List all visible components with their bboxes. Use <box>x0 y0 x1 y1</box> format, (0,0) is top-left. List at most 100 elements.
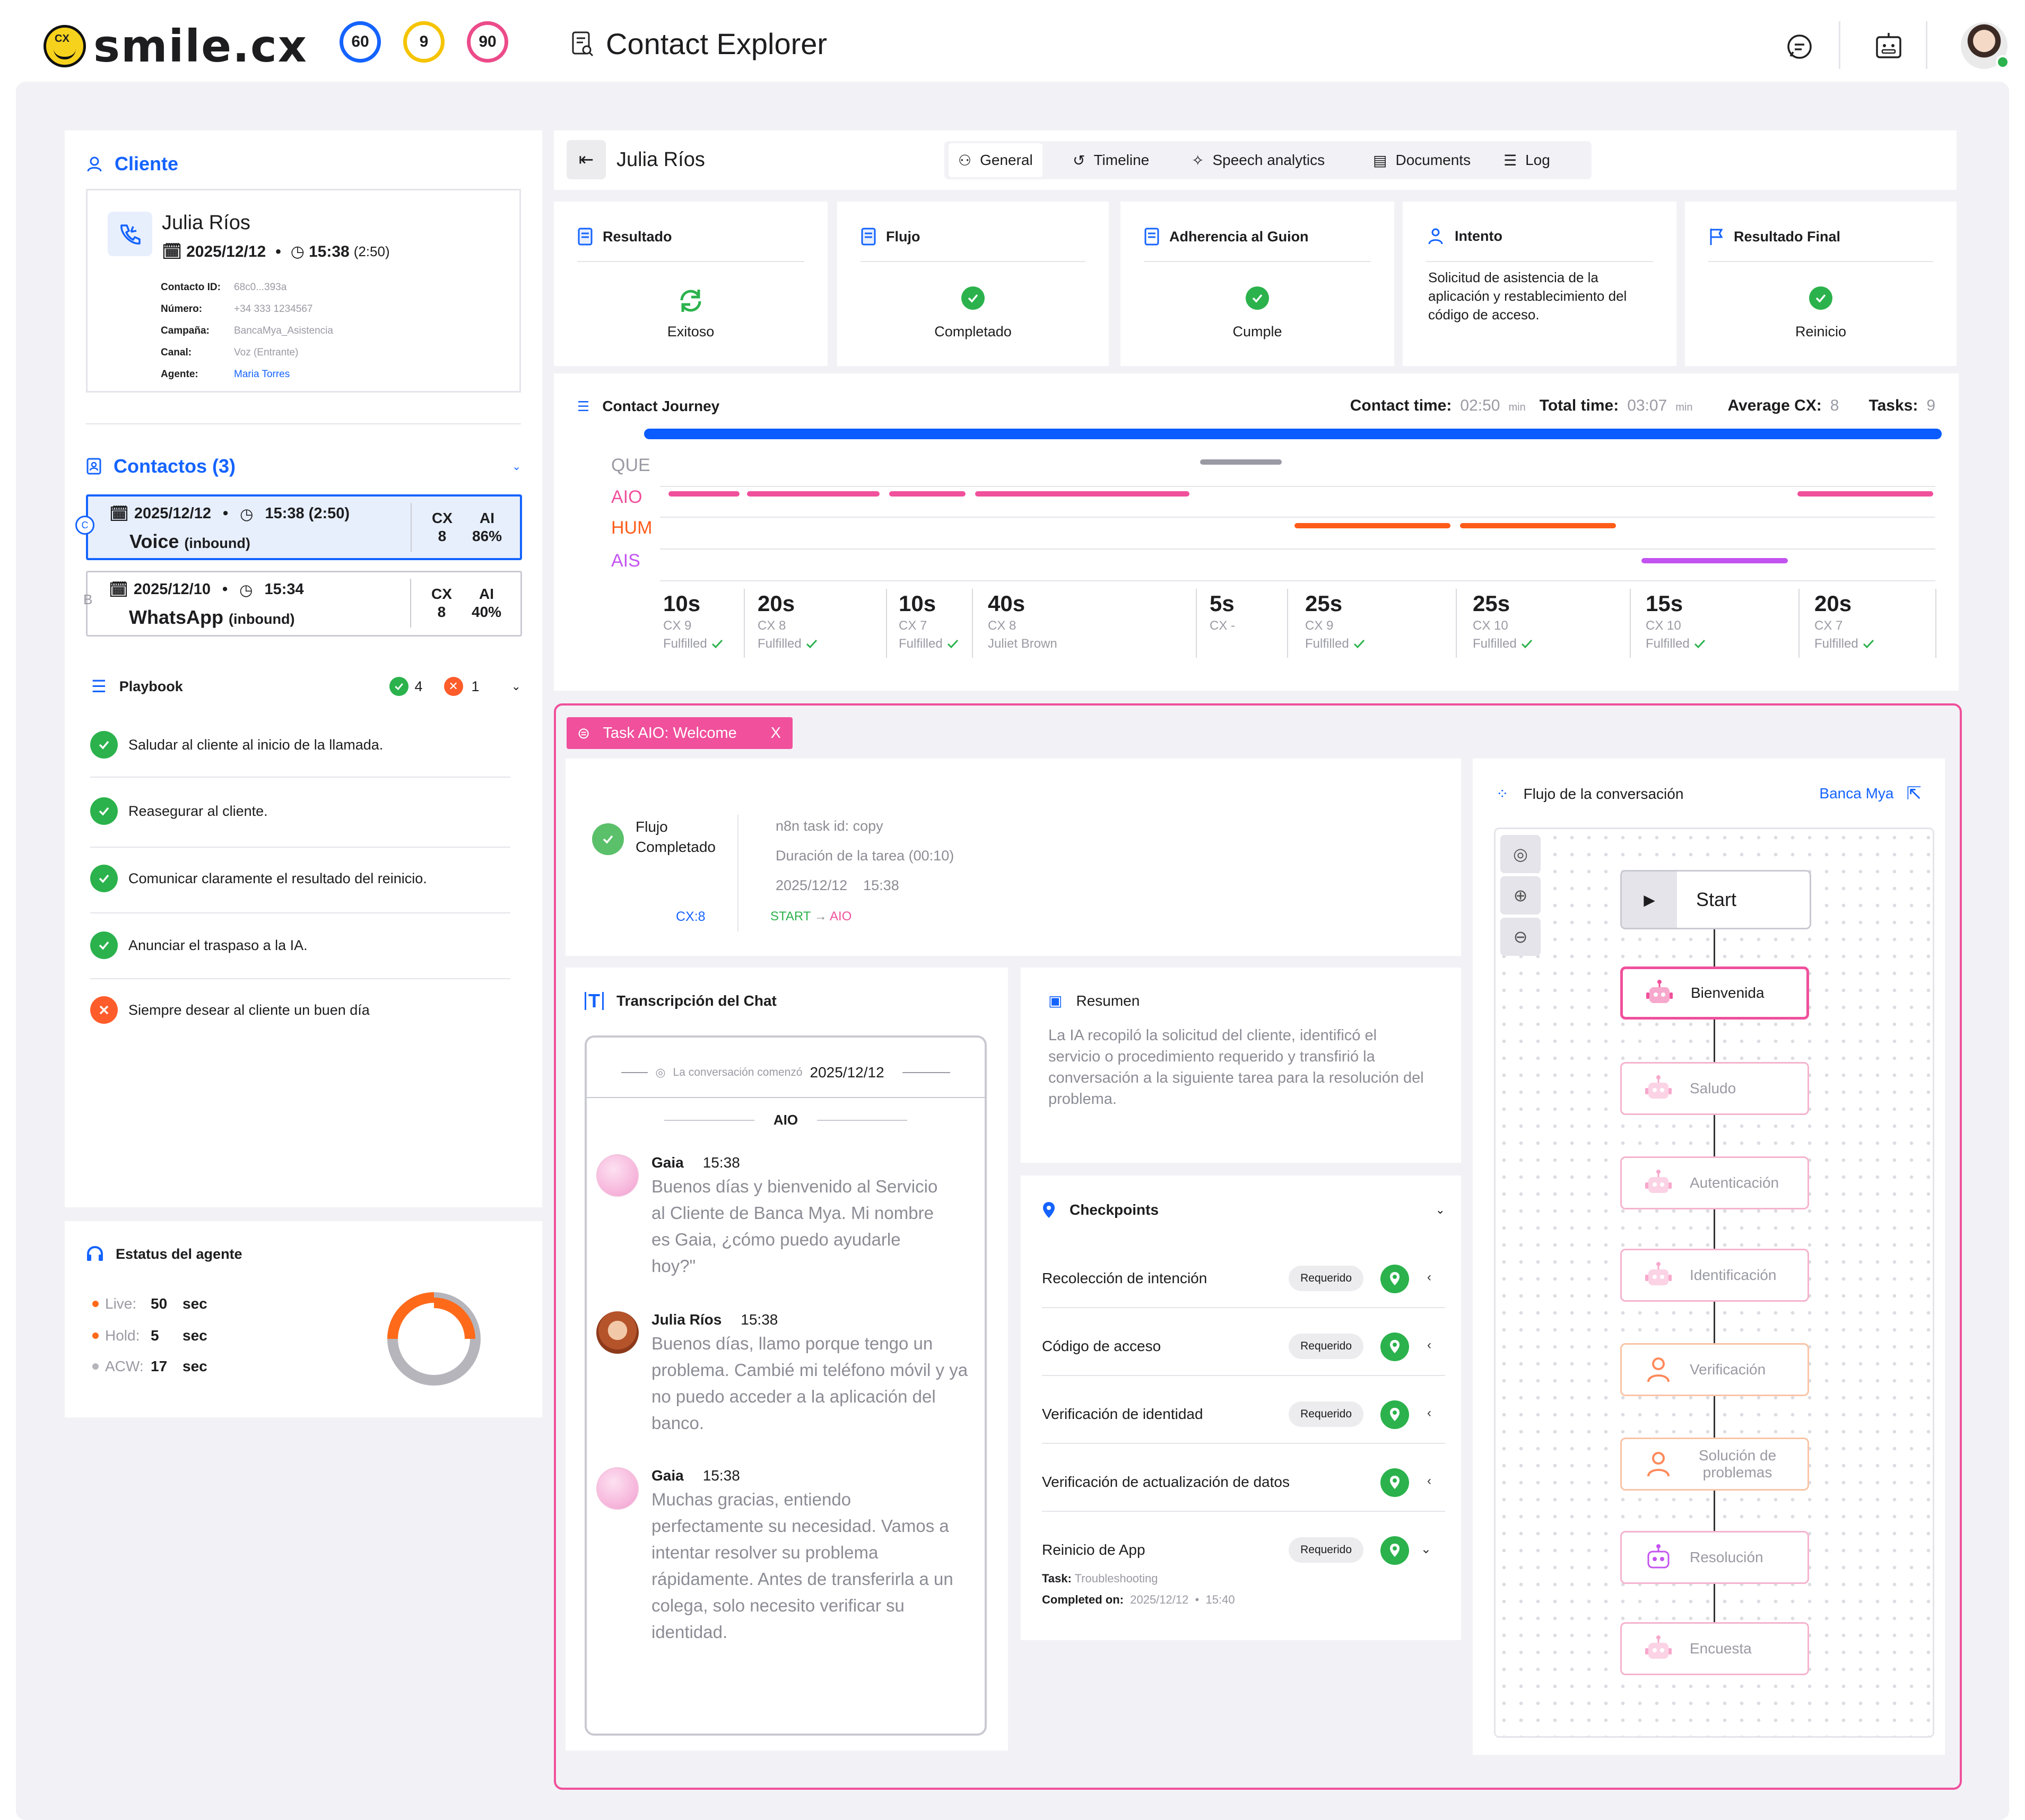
field-number: Número: +34 333 1234567 <box>161 303 313 315</box>
chevron-left-icon[interactable]: ‹ <box>1427 1406 1431 1420</box>
headset-icon <box>87 1246 103 1261</box>
segment-bar-aio[interactable] <box>668 491 740 497</box>
person-icon <box>1647 1357 1670 1382</box>
tab-timeline[interactable]: ↺ Timeline <box>1073 152 1150 169</box>
segment-bar-aio[interactable] <box>975 491 1189 497</box>
bot-calendar-icon[interactable] <box>1875 32 1902 63</box>
check-icon <box>961 286 985 310</box>
chevron-left-icon[interactable]: ‹ <box>1427 1338 1431 1352</box>
flow-node[interactable]: Verificación <box>1620 1343 1809 1396</box>
chevron-down-icon[interactable]: ⌄ <box>1435 1203 1445 1216</box>
gaia-avatar <box>596 1154 639 1197</box>
agent-status-donut <box>387 1292 481 1386</box>
zoom-out-button[interactable]: ⊖ <box>1500 918 1541 956</box>
checkpoint-row[interactable]: Recolección de intención Requerido ‹ <box>1021 1255 1461 1303</box>
check-icon <box>1809 286 1832 310</box>
users-icon <box>1428 228 1443 245</box>
back-button[interactable]: ⇤ <box>567 140 606 179</box>
flow-node[interactable]: Saludo <box>1620 1062 1809 1115</box>
check-icon <box>90 731 118 759</box>
transcript-header: T Transcripción del Chat <box>585 991 777 1011</box>
checkpoint-pin-icon <box>1380 1400 1409 1429</box>
lane-label-ais: AIS <box>611 551 640 571</box>
chat-icon[interactable] <box>1786 33 1813 63</box>
tab-speech-analytics[interactable]: ✧ Speech analytics <box>1192 152 1325 169</box>
bot-icon: ⊜ <box>577 725 590 742</box>
journey-progress-bar[interactable] <box>644 429 1942 439</box>
top-header: CX smile.cx 60 9 90 Contact Explorer <box>0 0 2025 85</box>
journey-tick[interactable]: 25s CX 9 Fulfilled <box>1305 591 1366 651</box>
check-icon <box>90 797 118 825</box>
chevron-down-icon[interactable]: ⌄ <box>1420 1542 1431 1556</box>
journey-tick[interactable]: 25s CX 10 Fulfilled <box>1473 591 1534 651</box>
checkpoint-row[interactable]: Verificación de actualización de datos ‹ <box>1021 1459 1461 1506</box>
user-avatar[interactable] <box>1961 22 2010 69</box>
journey-tick[interactable]: 40s CX 8 Juliet Brown <box>988 591 1057 651</box>
segment-bar-ais[interactable] <box>1641 558 1788 563</box>
log-icon: ☰ <box>1503 152 1517 169</box>
playbook-item: Siempre desear al cliente un buen día <box>90 996 370 1024</box>
segment-bar-aio[interactable] <box>747 491 880 497</box>
segment-bar-hum[interactable] <box>1460 523 1616 528</box>
journey-tick[interactable]: 20s CX 7 Fulfilled <box>1814 591 1875 651</box>
tab-log[interactable]: ☰ Log <box>1503 152 1550 169</box>
location-pin-icon <box>1043 1202 1055 1218</box>
journey-tick[interactable]: 5s CX - <box>1210 591 1235 633</box>
checkpoint-row[interactable]: Verificación de identidad Requerido ‹ <box>1021 1391 1461 1439</box>
chevron-left-icon[interactable]: ‹ <box>1427 1270 1431 1284</box>
segment-bar-hum[interactable] <box>1294 523 1450 528</box>
contactos-header[interactable]: Contactos (3) ⌄ <box>86 455 521 477</box>
segment-bar-que[interactable] <box>1200 459 1282 465</box>
journey-tick[interactable]: 20s CX 8 Fulfilled <box>758 591 819 651</box>
checkpoint-row[interactable]: Reinicio de App Requerido ⌄ <box>1021 1527 1461 1574</box>
flow-node[interactable]: Solución de problemas <box>1620 1438 1809 1491</box>
flow-node[interactable]: Autenticación <box>1620 1156 1809 1209</box>
task-cx: CX:8 <box>676 909 706 924</box>
flow-node-start[interactable]: ▶ Start <box>1620 870 1811 929</box>
check-mark-icon <box>806 639 817 649</box>
sparkle-icon: ✧ <box>1192 152 1204 169</box>
chevron-down-icon[interactable]: ⌄ <box>511 680 521 693</box>
task-tag[interactable]: ⊜ Task AIO: Welcome X <box>567 717 793 749</box>
banca-mya-link[interactable]: Banca Mya ⇱ <box>1819 783 1922 804</box>
agent-link[interactable]: Maria Torres <box>234 369 290 380</box>
summary-card-flujo: Flujo Completado <box>837 202 1109 366</box>
recenter-button[interactable]: ◎ <box>1500 835 1541 873</box>
tab-bar: ⚇ General ↺ Timeline ✧ Speech analytics ▤ Do… <box>944 141 1592 179</box>
chevron-down-icon[interactable]: ⌄ <box>512 460 521 473</box>
tab-general[interactable]: ⚇ General <box>949 143 1042 177</box>
chat-window[interactable]: ◎ La conversación comenzó 2025/12/12 AIO… <box>585 1035 987 1736</box>
checkpoint-pin-icon <box>1380 1468 1409 1497</box>
contact-card-active[interactable]: C 🗓 2025/12/12 • ◷ 15:38 (2:50) Voice (inbou… <box>75 494 522 560</box>
logo-text: smile.cx <box>93 20 308 72</box>
journey-tick[interactable]: 10s CX 9 Fulfilled <box>663 591 724 651</box>
score-badge-yellow[interactable]: 9 <box>403 21 445 63</box>
tab-documents[interactable]: ▤ Documents <box>1373 152 1471 169</box>
score-badge-pink[interactable]: 90 <box>467 21 508 63</box>
playbook-header[interactable]: ☰ Playbook 4 ✕ 1 ⌄ <box>91 677 521 696</box>
chevron-left-icon[interactable]: ‹ <box>1427 1474 1431 1488</box>
score-badge-blue[interactable]: 60 <box>340 21 381 63</box>
flow-node[interactable]: Encuesta <box>1620 1622 1809 1675</box>
contact-marker: C <box>75 516 94 535</box>
flow-node[interactable]: Resolución <box>1620 1531 1809 1584</box>
section-divider: AIO <box>587 1112 985 1128</box>
journey-tick[interactable]: 15s CX 10 Fulfilled <box>1646 591 1707 651</box>
close-icon[interactable]: X <box>770 724 781 742</box>
segment-bar-aio[interactable] <box>1797 491 1933 497</box>
journey-tick[interactable]: 10s CX 7 Fulfilled <box>899 591 960 651</box>
segment-bar-aio[interactable] <box>889 491 966 497</box>
logo[interactable]: CX smile.cx <box>44 20 308 72</box>
cliente-fields: Contacto ID: 68c0...393a Número: +34 333 1… <box>161 276 333 385</box>
contact-card[interactable]: B 🗓 2025/12/10 • ◷ 15:34 WhatsApp (inbound) … <box>83 571 522 637</box>
gaia-avatar <box>596 1467 639 1510</box>
required-badge: Requerido <box>1289 1334 1363 1359</box>
checkpoint-row[interactable]: Código de acceso Requerido ‹ <box>1021 1323 1461 1371</box>
summary-card-resultado: Resultado Exitoso <box>554 202 828 366</box>
checkpoints-header[interactable]: Checkpoints ⌄ <box>1042 1201 1445 1219</box>
zoom-in-button[interactable]: ⊕ <box>1500 876 1541 915</box>
flow-header: ⁘ Flujo de la conversación <box>1496 785 1684 803</box>
robot-icon <box>1645 1262 1672 1285</box>
flow-node[interactable]: Identificación <box>1620 1249 1809 1302</box>
flow-node[interactable]: Bienvenida <box>1620 966 1809 1020</box>
